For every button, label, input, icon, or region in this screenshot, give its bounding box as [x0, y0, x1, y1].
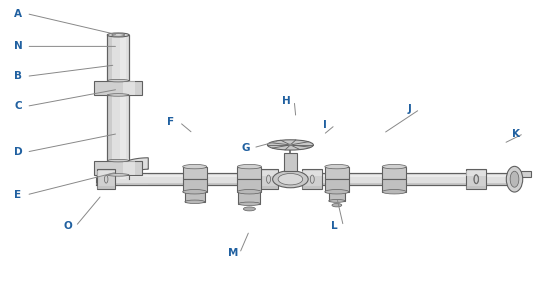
Ellipse shape — [237, 190, 261, 194]
Ellipse shape — [237, 164, 261, 169]
Bar — [259, 186, 278, 189]
Bar — [237, 167, 261, 179]
Bar — [182, 167, 207, 179]
Ellipse shape — [243, 207, 255, 211]
Bar — [96, 173, 512, 185]
Bar — [182, 179, 207, 192]
Ellipse shape — [107, 33, 129, 37]
Ellipse shape — [382, 164, 406, 169]
Text: A: A — [14, 9, 22, 19]
Ellipse shape — [107, 159, 129, 162]
Text: G: G — [241, 143, 250, 153]
Bar — [107, 35, 112, 88]
Bar — [107, 88, 112, 168]
Bar — [121, 35, 126, 88]
Bar — [107, 168, 112, 179]
Text: C: C — [14, 101, 22, 111]
Bar — [107, 158, 129, 179]
Ellipse shape — [506, 166, 523, 192]
Bar — [466, 169, 486, 189]
Bar — [238, 192, 260, 204]
Ellipse shape — [278, 173, 302, 185]
Ellipse shape — [325, 190, 349, 194]
Bar — [302, 171, 322, 176]
Ellipse shape — [510, 171, 519, 187]
Text: D: D — [14, 147, 23, 157]
Ellipse shape — [185, 200, 204, 203]
Bar — [329, 192, 345, 201]
Text: B: B — [14, 71, 22, 82]
Text: M: M — [227, 249, 238, 259]
Text: O: O — [64, 221, 72, 231]
Ellipse shape — [112, 34, 125, 36]
Ellipse shape — [332, 203, 342, 207]
Ellipse shape — [107, 94, 129, 96]
Bar — [284, 154, 297, 171]
Text: L: L — [332, 221, 338, 231]
Ellipse shape — [107, 174, 129, 176]
Bar — [94, 161, 142, 175]
Bar — [96, 174, 512, 177]
Bar — [107, 88, 129, 168]
Text: K: K — [512, 129, 520, 139]
Bar — [237, 179, 261, 192]
Bar — [509, 171, 531, 177]
Ellipse shape — [382, 190, 406, 194]
Bar — [123, 81, 135, 95]
Bar — [302, 169, 322, 189]
Bar — [259, 169, 278, 189]
Text: J: J — [408, 104, 412, 114]
Ellipse shape — [273, 171, 308, 188]
Bar — [123, 161, 135, 175]
Bar — [382, 179, 406, 192]
Bar — [121, 168, 126, 179]
Bar — [98, 185, 115, 189]
Bar — [302, 186, 322, 189]
Bar — [107, 35, 129, 88]
Bar — [129, 173, 149, 185]
Ellipse shape — [107, 79, 129, 82]
Text: N: N — [14, 41, 23, 51]
Bar — [94, 81, 142, 95]
Bar — [466, 171, 486, 176]
Ellipse shape — [267, 140, 313, 150]
Bar — [121, 88, 126, 168]
Text: F: F — [167, 117, 174, 127]
Ellipse shape — [182, 190, 207, 194]
Text: E: E — [14, 190, 21, 200]
Polygon shape — [107, 158, 149, 179]
Bar — [185, 192, 204, 202]
Bar — [382, 167, 406, 179]
Ellipse shape — [238, 202, 260, 205]
Ellipse shape — [288, 144, 293, 146]
Bar — [259, 171, 278, 176]
Ellipse shape — [329, 199, 345, 202]
Bar — [98, 170, 115, 189]
Ellipse shape — [325, 164, 349, 169]
Text: I: I — [323, 120, 327, 130]
Ellipse shape — [182, 164, 207, 169]
Bar — [325, 179, 349, 192]
Bar — [466, 186, 486, 189]
Text: H: H — [282, 96, 291, 106]
Bar — [107, 168, 129, 179]
Bar — [325, 167, 349, 179]
Bar — [98, 171, 115, 176]
Bar — [96, 183, 512, 185]
